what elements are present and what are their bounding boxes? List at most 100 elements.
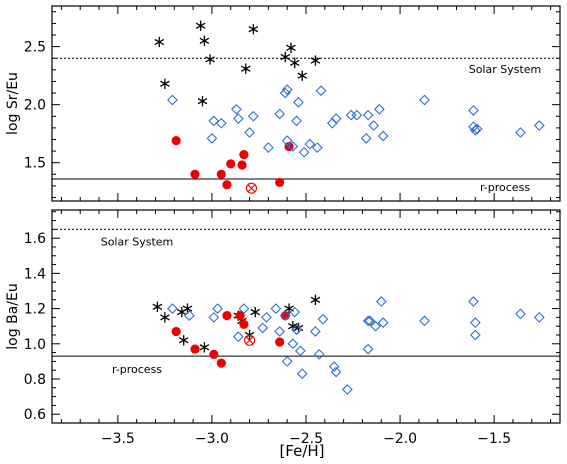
red-dot-point [190, 169, 200, 179]
asterisk-point [310, 294, 321, 305]
circled-cross-point [244, 334, 256, 346]
diamond-point [419, 94, 430, 106]
red-dot-point [171, 326, 181, 337]
y-tick-label: 1.2 [24, 302, 46, 318]
diamond-point [377, 130, 389, 142]
diamond-point [310, 326, 321, 337]
asterisk-point [310, 55, 321, 66]
diamond-point [469, 317, 481, 329]
red-dot-point [239, 149, 249, 160]
diamond-point [298, 146, 310, 158]
diamond-point [274, 108, 286, 120]
x-axis-title: [Fe/H] [279, 442, 324, 460]
diamond-point [291, 324, 302, 336]
diamond-point [330, 113, 342, 124]
asterisk-point [205, 54, 215, 65]
diamond-point [238, 303, 250, 314]
diamond-point [342, 384, 353, 395]
diamond-point [317, 313, 329, 325]
solar-system-label: Solar System [469, 63, 542, 76]
diamond-point [270, 303, 282, 314]
asterisk-point [250, 306, 261, 318]
solar-system-label: Solar System [101, 235, 174, 248]
red-dot-point [275, 177, 285, 188]
x-tick-label: −3.5 [101, 431, 135, 447]
asterisk-point [248, 24, 259, 35]
red-dot-point [190, 344, 200, 354]
asterisk-point [160, 78, 170, 89]
diamond-point [360, 132, 372, 144]
diamond-point [167, 94, 178, 106]
diamond-point [377, 317, 389, 329]
red-dot-point [222, 311, 232, 321]
diamond-point [279, 87, 291, 99]
diamond-point [471, 123, 483, 135]
y-tick-label: 1.6 [24, 231, 46, 247]
diamond-point [247, 110, 259, 122]
red-dot-point [216, 169, 226, 179]
diamond-point [296, 368, 308, 380]
red-dot-point [222, 180, 232, 190]
diamond-point [368, 120, 380, 131]
diamond-point [533, 312, 545, 323]
y-tick-label: 0.6 [24, 407, 46, 423]
diamond-point [362, 109, 374, 121]
asterisk-point [178, 335, 189, 346]
diamond-point [351, 109, 363, 121]
y-axis-title: log Ba/Eu [5, 283, 21, 349]
y-tick-label: 1.5 [24, 156, 46, 172]
plot-frame [51, 5, 561, 202]
diamond-point [291, 115, 302, 127]
asterisk-point [297, 70, 308, 81]
chart-panel-1: 1.5 2.0 2.5 Solar System r-process log Sr/Eu [5, 5, 561, 202]
diamond-point [468, 105, 479, 116]
diamond-point [345, 109, 357, 121]
diamond-point [294, 345, 306, 357]
x-tick-label: −3.0 [195, 431, 229, 447]
x-tick-label: −1.5 [477, 431, 511, 447]
diamond-point [212, 303, 223, 314]
diamond-point [373, 103, 385, 115]
asterisk-point [154, 36, 165, 48]
red-dot-point [216, 358, 226, 368]
diamond-point [293, 96, 304, 108]
asterisk-point [288, 320, 298, 332]
diamond-point [206, 132, 218, 144]
diamond-point [469, 329, 481, 341]
diamond-point [515, 308, 526, 320]
diamond-point [231, 103, 242, 115]
diamond-point [330, 366, 342, 378]
red-dot-point [171, 136, 181, 146]
diamond-point [232, 331, 244, 343]
diamond-point [533, 120, 545, 131]
diamond-point [261, 312, 272, 323]
asterisk-point [152, 301, 163, 313]
diamond-point [370, 320, 381, 332]
diamond-point [362, 315, 374, 327]
asterisk-point [199, 35, 210, 47]
diamond-point [262, 142, 274, 153]
y-axis-title: log Sr/Eu [5, 72, 21, 135]
red-dot-point [209, 349, 219, 359]
diamond-point [257, 322, 269, 334]
r-process-label: r-process [112, 363, 162, 376]
red-dot-point [239, 319, 249, 330]
asterisk-point [289, 57, 300, 69]
diamond-point [468, 296, 479, 307]
red-dot-point [226, 159, 236, 169]
diamond-point [289, 306, 301, 318]
diamond-point [167, 303, 178, 314]
red-dot-point [237, 160, 247, 170]
diamond-point [279, 310, 291, 321]
circled-cross-point [245, 182, 257, 194]
diamond-point [287, 141, 299, 152]
asterisk-point [280, 51, 291, 63]
x-tick-label: −2.5 [289, 431, 323, 447]
diamond-point [311, 142, 323, 153]
diamond-point [419, 315, 430, 327]
diamond-point [313, 348, 325, 360]
diamond-point [287, 338, 299, 350]
diamond-point [208, 312, 220, 323]
diamond-point [183, 310, 195, 321]
